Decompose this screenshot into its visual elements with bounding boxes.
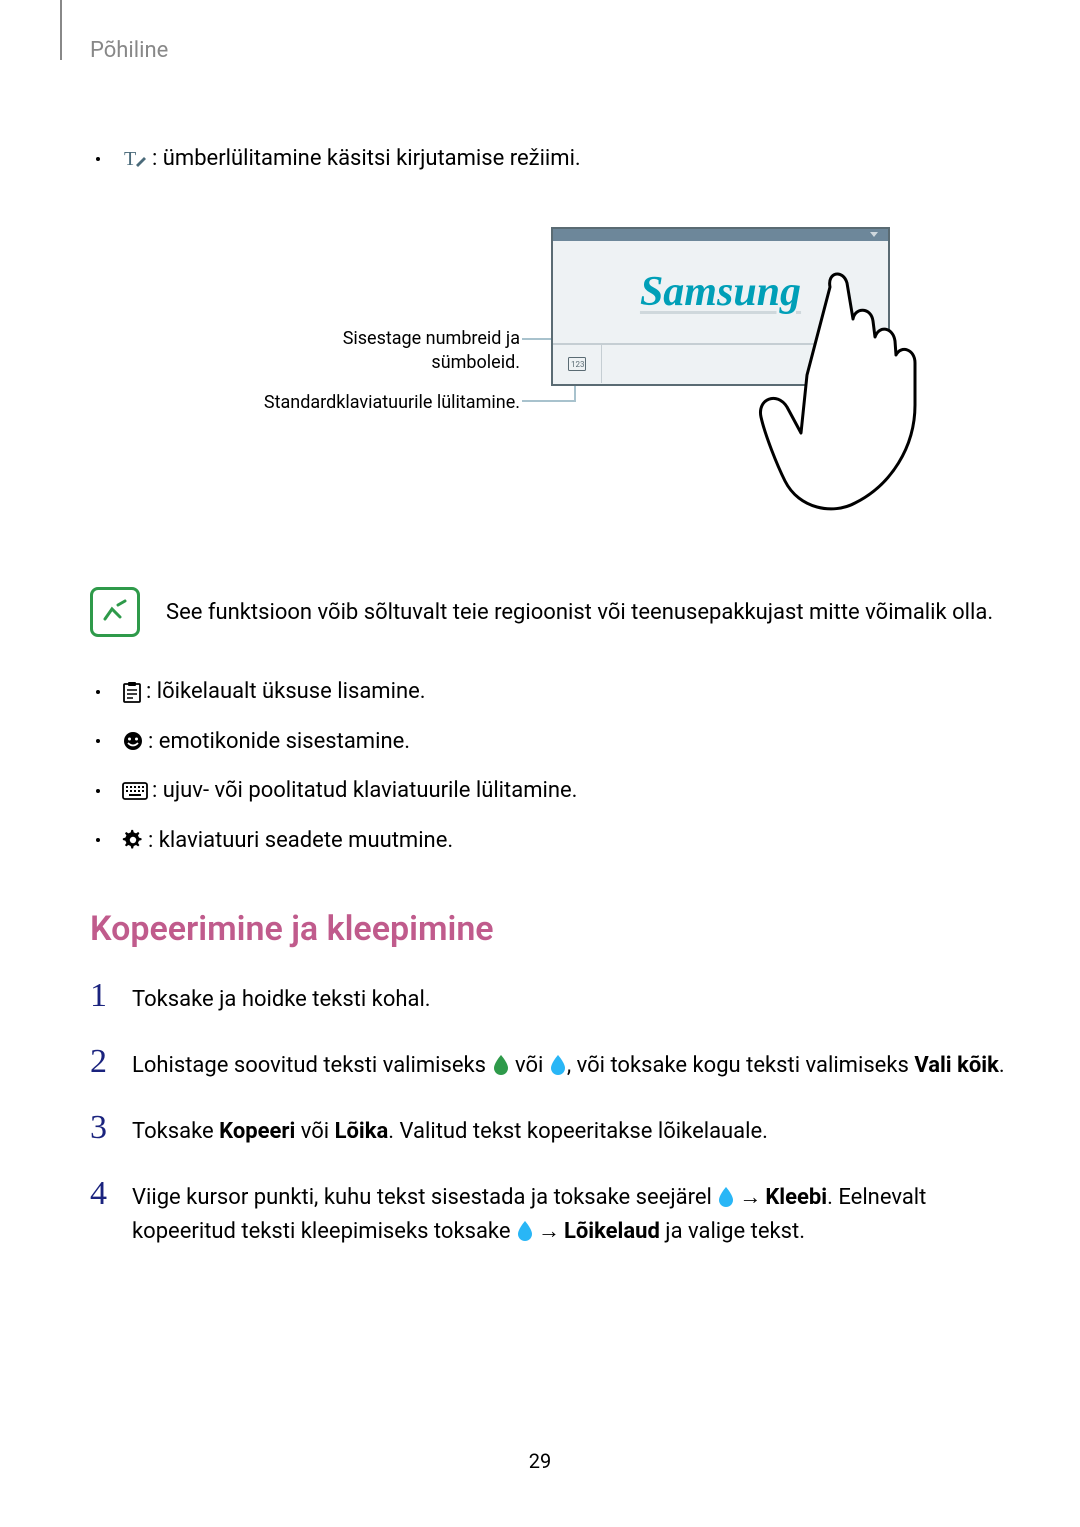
note-row: See funktsioon võib sõltuvalt teie regio… xyxy=(90,587,1010,637)
note-availability-icon xyxy=(90,587,140,637)
teardrop-icon xyxy=(518,1221,532,1241)
teardrop-icon xyxy=(719,1187,733,1207)
step-1: 1 Toksake ja hoidke teksti kohal. xyxy=(90,979,1010,1017)
step-number-4: 4 xyxy=(90,1177,132,1211)
emoji-icon xyxy=(122,730,144,752)
panel-sym-button[interactable]: 123 xyxy=(553,345,602,383)
bullet-dot-icon xyxy=(96,739,100,743)
page-number: 29 xyxy=(0,1449,1080,1473)
bullet-float-keyboard: : ujuv- või poolitatud klaviatuurile lül… xyxy=(90,772,1010,809)
callout-standard-keyboard: Standardklaviatuurile lülitamine. xyxy=(210,391,520,414)
callout-line-2h xyxy=(522,400,574,402)
bullet-dot-icon xyxy=(96,157,100,161)
arrow-icon: → xyxy=(739,1185,761,1210)
bullet-emoji: : emotikonide sisestamine. xyxy=(90,723,1010,760)
bullet-emoji-text: : emotikonide sisestamine. xyxy=(148,723,410,760)
step-2-text: Lohistage soovitud teksti valimiseks või… xyxy=(132,1045,1010,1083)
step-3-text: Toksake Kopeeri või Lõika. Valitud tekst… xyxy=(132,1111,1010,1149)
step-2: 2 Lohistage soovitud teksti valimiseks v… xyxy=(90,1045,1010,1083)
teardrop-left-icon xyxy=(494,1055,508,1075)
step-number-1: 1 xyxy=(90,979,132,1013)
svg-text:T: T xyxy=(124,148,136,170)
handwriting-figure: Sisestage numbreid ja sümboleid. Standar… xyxy=(175,227,925,527)
bullet-dot-icon xyxy=(96,690,100,694)
bullet-float-text: : ujuv- või poolitatud klaviatuurile lül… xyxy=(152,772,577,809)
callout-numbers-symbols: Sisestage numbreid ja sümboleid. xyxy=(300,327,520,374)
bullet-settings-text: : klaviatuuri seadete muutmine. xyxy=(148,822,453,859)
panel-topbar xyxy=(553,229,888,241)
arrow-icon: → xyxy=(538,1219,560,1244)
gear-icon xyxy=(122,829,144,851)
bullet-dot-icon xyxy=(96,789,100,793)
step-1-text: Toksake ja hoidke teksti kohal. xyxy=(132,979,1010,1017)
page-header: Põhiline xyxy=(90,38,168,63)
step-4-text: Viige kursor punkti, kuhu tekst sisestad… xyxy=(132,1177,1010,1249)
clipboard-icon xyxy=(122,681,142,703)
section-title: Kopeerimine ja kleepimine xyxy=(90,909,1010,949)
bullet-settings: : klaviatuuri seadete muutmine. xyxy=(90,822,1010,859)
bullet-handwriting-mode: T : ümberlülitamine käsitsi kirjutamise … xyxy=(90,140,1010,177)
step-3: 3 Toksake Kopeeri või Lõika. Valitud tek… xyxy=(90,1111,1010,1149)
margin-vertical-line xyxy=(60,0,62,60)
bullet-clipboard-text: : lõikelaualt üksuse lisamine. xyxy=(146,673,426,710)
note-text: See funktsioon võib sõltuvalt teie regio… xyxy=(166,600,993,625)
hand-icon xyxy=(735,257,975,517)
bullet-dot-icon xyxy=(96,838,100,842)
svg-text:123: 123 xyxy=(571,360,585,369)
step-number-2: 2 xyxy=(90,1045,132,1079)
handwriting-t-icon: T xyxy=(122,147,148,171)
keyboard-icon xyxy=(122,782,148,800)
bullet-handwriting-text: : ümberlülitamine käsitsi kirjutamise re… xyxy=(152,140,581,177)
bullet-clipboard: : lõikelaualt üksuse lisamine. xyxy=(90,673,1010,710)
step-4: 4 Viige kursor punkti, kuhu tekst sisest… xyxy=(90,1177,1010,1249)
step-number-3: 3 xyxy=(90,1111,132,1145)
teardrop-right-icon xyxy=(551,1055,565,1075)
